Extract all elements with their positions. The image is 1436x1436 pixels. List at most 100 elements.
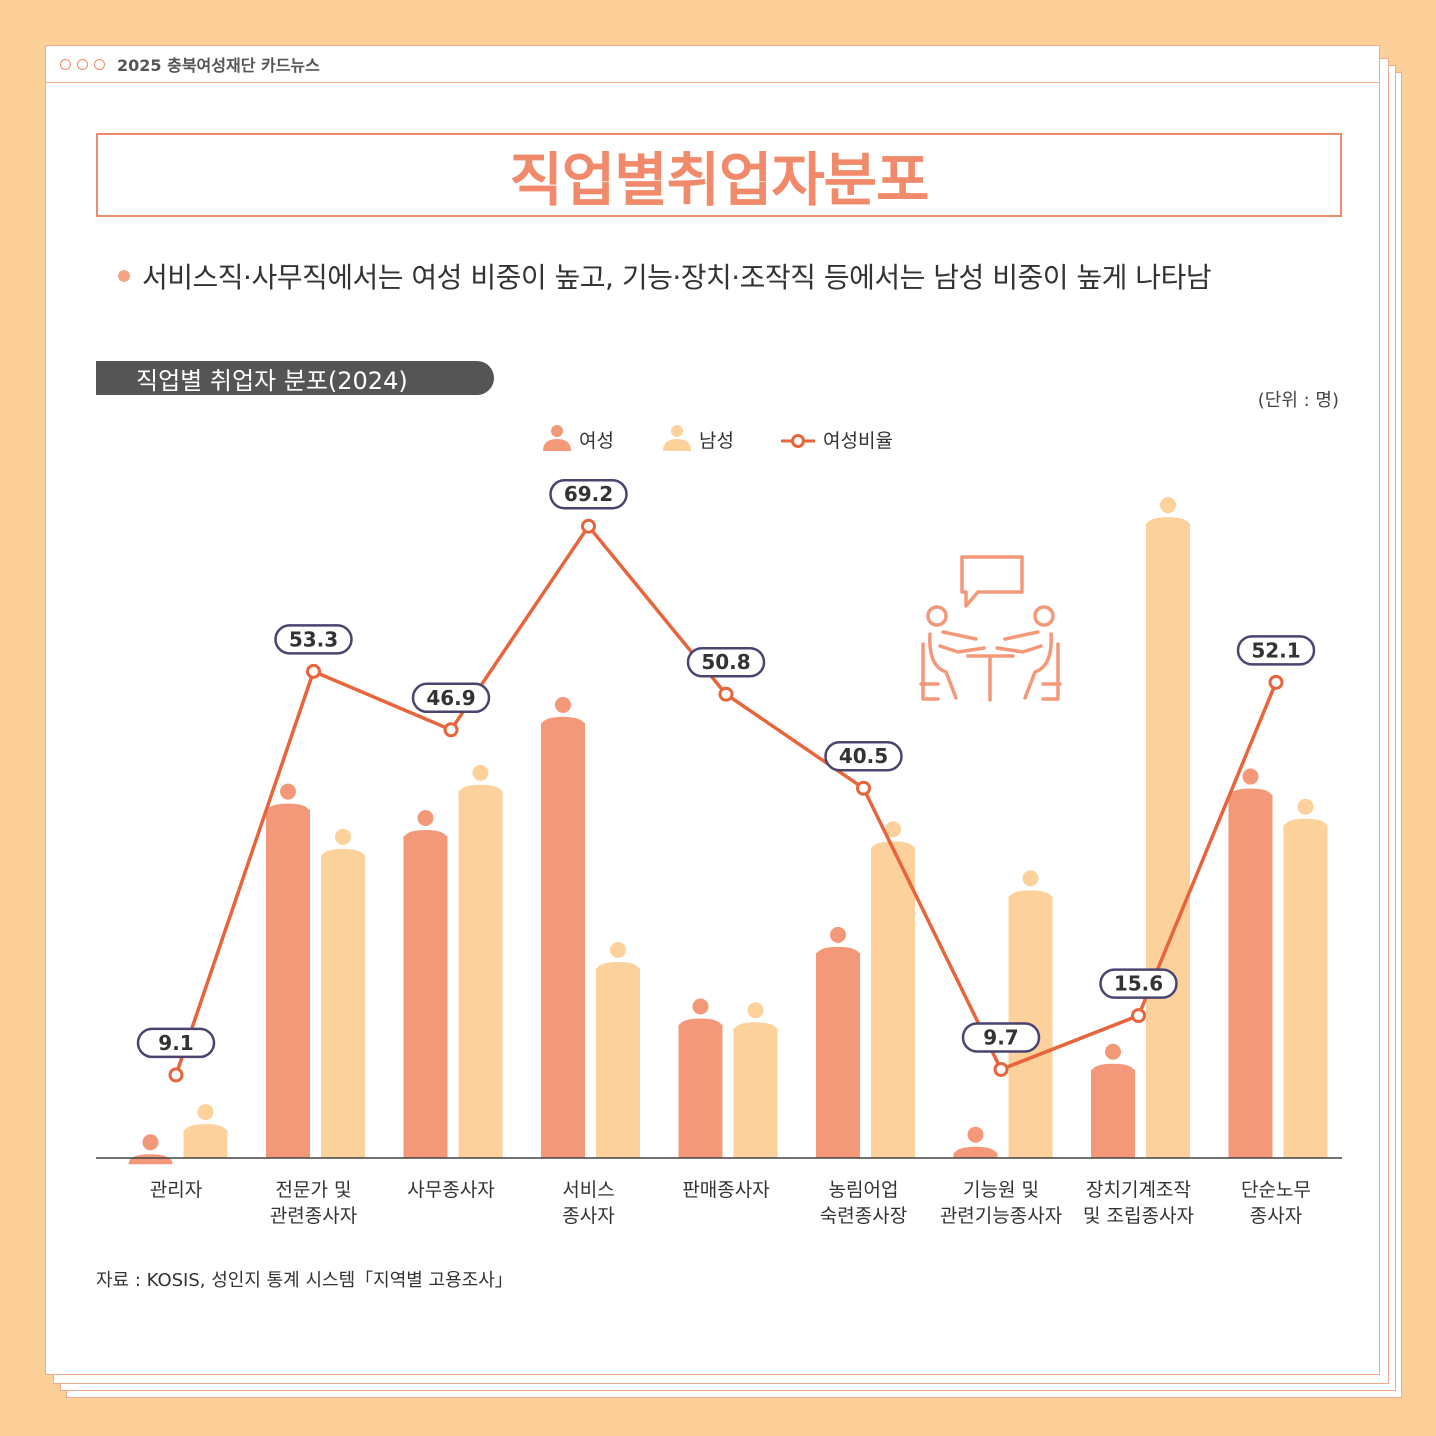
ratio-point (306, 663, 321, 679)
x-tick-label: 및 조립종사자 (1083, 1205, 1194, 1226)
bar-male-shoulders (1146, 517, 1190, 528)
bar-male-body (871, 847, 915, 1158)
bar-female-body (1091, 1069, 1135, 1158)
bar-female-head (692, 998, 709, 1015)
ratio-data-label: 9.7 (983, 1025, 1018, 1049)
bar-male (1283, 798, 1328, 1158)
bar-female (266, 783, 310, 1158)
x-tick-label: 사무종사자 (407, 1179, 494, 1201)
ratio-data-label: 40.5 (839, 744, 888, 768)
bar-female-head (1105, 1043, 1121, 1060)
ratio-point (443, 722, 459, 738)
legend-label-ratio: 여성비율 (823, 430, 893, 452)
card: 2025 충북여성재단 카드뉴스 직업별취업자분포 서비스직·사무직에서는 여성… (45, 45, 1380, 1375)
ratio-label-box (549, 478, 628, 510)
bar-female-shoulders (1228, 788, 1273, 799)
ratio-label-box (824, 740, 903, 772)
ratio-label-box (274, 624, 353, 655)
bars (128, 497, 1328, 1165)
ratio-point (1131, 1008, 1146, 1024)
ratio-point (993, 1061, 1009, 1077)
ratio-label-box (411, 682, 491, 714)
window-topbar: 2025 충북여성재단 카드뉴스 (46, 46, 1379, 83)
bar-male (1008, 870, 1053, 1158)
bar-male (1146, 497, 1190, 1158)
window-dot-icon (77, 58, 88, 70)
unit-label: (단위 : 명) (1257, 390, 1339, 411)
bar-male-head (1160, 497, 1176, 514)
ratio-point (581, 518, 596, 534)
summary-text: 서비스직·사무직에서는 여성 비중이 높고, 기능·장치·조작직 등에서는 남성… (142, 261, 1212, 294)
legend-item-male: 남성 (663, 425, 734, 452)
bar-female (128, 1134, 173, 1165)
bar-male-shoulders (1008, 890, 1053, 901)
window-dot-icon (60, 58, 71, 70)
bar-female-shoulders (266, 803, 310, 814)
topbar-title: 2025 충북여성재단 카드뉴스 (117, 56, 320, 75)
ratio-data-label: 15.6 (1114, 972, 1163, 996)
bar-male-shoulders (321, 848, 365, 859)
bar-male-shoulders (1283, 818, 1328, 829)
bar-male-head (335, 828, 351, 845)
ratio-label-box (136, 1027, 216, 1059)
chart-label: 직업별 취업자 분포(2024) (96, 361, 494, 395)
bar-female (678, 998, 723, 1158)
bar-male (321, 828, 365, 1158)
ratio-label-box (961, 1022, 1041, 1053)
x-tick-label: 기능원 및 (963, 1179, 1039, 1201)
ratio-line: 9.1 53.3 46.9 69.2 50.8 40.5 9.7 15.6 52.1 (136, 478, 1316, 1083)
ratio-label-box (1236, 635, 1316, 666)
bar-female-head (967, 1126, 984, 1143)
bar-female-shoulders (816, 946, 860, 957)
bar-male-shoulders (733, 1022, 778, 1033)
bar-male-shoulders (458, 784, 503, 795)
ratio-data-label: 69.2 (564, 482, 613, 506)
legend-item-female: 여성 (543, 425, 614, 452)
bullet-dot-icon (118, 270, 130, 282)
x-tick-label: 장치기계조작 (1086, 1179, 1191, 1201)
bar-male-body (596, 967, 640, 1158)
bar-male-head (747, 1002, 764, 1019)
bar-female-head (555, 696, 571, 713)
chart: 여성 남성 여성비율 9.1 53.3 46.9 69.2 50.8 40.5 9.7 15.6 5… (96, 425, 1342, 1226)
bar-female-head (417, 810, 434, 827)
window-dots (60, 58, 105, 70)
ratio-point (718, 686, 734, 702)
bar-female-body (816, 952, 860, 1158)
bar-female-shoulders (953, 1146, 998, 1157)
bar-male-body (183, 1130, 228, 1158)
bar-female (953, 1126, 998, 1158)
bar-female-head (1242, 768, 1259, 785)
x-tick-label: 숙련종사장 (820, 1205, 907, 1226)
summary-bullet: 서비스직·사무직에서는 여성 비중이 높고, 기능·장치·조작직 등에서는 남성… (118, 256, 1212, 296)
window-dot-icon (94, 58, 105, 70)
bar-female-head (830, 926, 846, 943)
bar-male-head (197, 1104, 214, 1121)
x-tick-label: 관련기능종사자 (940, 1205, 1062, 1226)
legend-item-ratio: 여성비율 (781, 430, 893, 452)
bar-male-body (458, 790, 503, 1158)
bar-male-shoulders (596, 961, 640, 972)
ratio-point (1268, 674, 1284, 690)
bar-male-body (1146, 523, 1190, 1158)
person-icon (543, 439, 571, 451)
bar-male-head (472, 764, 489, 781)
person-icon (671, 425, 683, 437)
x-tick-label: 단순노무 (1241, 1179, 1311, 1201)
legend: 여성 남성 여성비율 (543, 425, 893, 452)
bar-female-shoulders (1091, 1063, 1135, 1074)
bar-male-body (1283, 824, 1328, 1158)
page-title: 직업별취업자분포 (509, 146, 930, 214)
x-tick-label: 농림어업 (829, 1179, 899, 1201)
bar-female (1091, 1043, 1135, 1158)
ratio-point (856, 780, 871, 796)
x-tick-label: 서비스 (562, 1179, 614, 1201)
ratio-data-label: 46.9 (426, 686, 475, 710)
bar-female-shoulders (403, 830, 448, 841)
bar-male (183, 1104, 228, 1158)
legend-label-male: 남성 (699, 430, 734, 452)
bar-female-body (541, 722, 585, 1158)
ratio-data-label: 50.8 (701, 650, 750, 674)
bar-male (733, 1002, 778, 1158)
